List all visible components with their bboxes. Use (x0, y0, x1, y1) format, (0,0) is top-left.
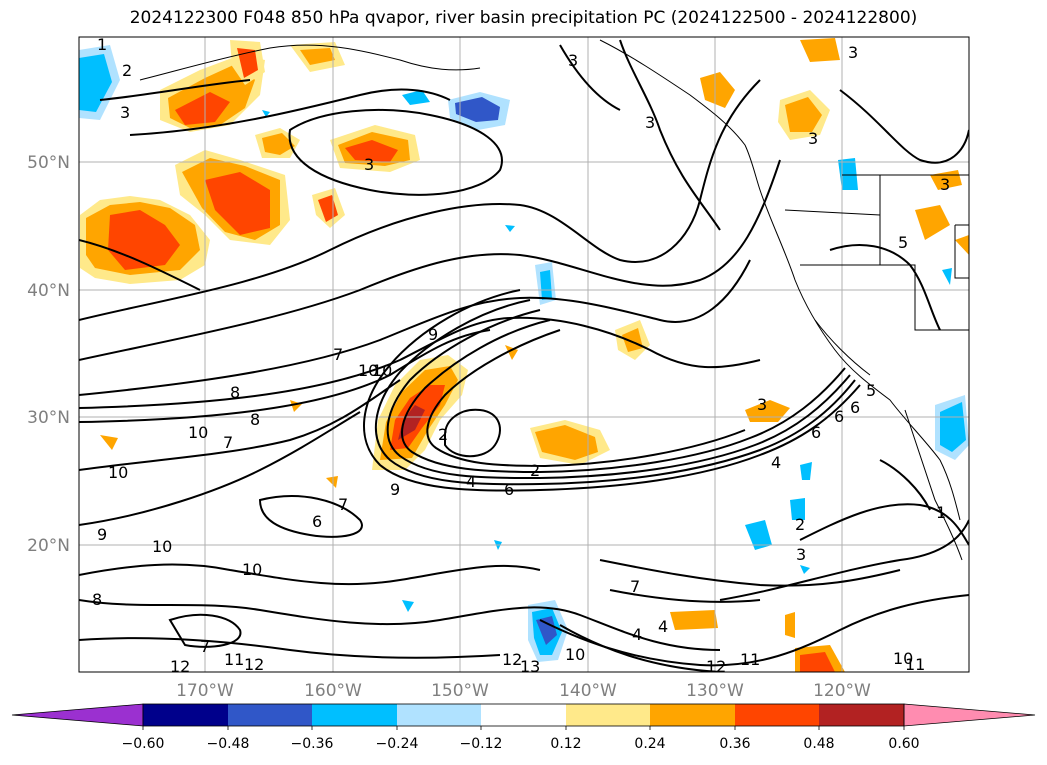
colorbar-extend-high (903, 703, 1036, 727)
contour-labels: 1 2 3 3 3 3 3 9 7 10 8 8 10 7 9 10 4 6 2… (92, 35, 950, 676)
contour-label: 3 (808, 129, 818, 148)
map-frame (78, 36, 970, 673)
colorbar-tick-label: −0.12 (460, 736, 503, 752)
contour-label: 12 (706, 657, 726, 676)
contour-label: 7 (333, 345, 343, 364)
latitude-labels: 50°N 40°N 30°N 20°N (27, 153, 70, 556)
contour-label: 2 (122, 61, 132, 80)
colorbar-segment (735, 704, 819, 726)
colorbar-tick-label: −0.48 (207, 736, 250, 752)
contour-label: 12 (170, 657, 190, 676)
contour-label: 6 (834, 407, 844, 426)
contour-label: 3 (568, 51, 578, 70)
colorbar-tick-label: 0.60 (888, 736, 919, 752)
lat-label: 20°N (27, 536, 70, 556)
map-area: 1 2 3 3 3 3 3 9 7 10 8 8 10 7 9 10 4 6 2… (79, 35, 969, 676)
contour-label: 3 (796, 545, 806, 564)
contour-label: 10 (565, 645, 585, 664)
contour-label: 12 (244, 655, 264, 674)
precip-positive-shading (80, 38, 969, 672)
contour-label: 10 (242, 560, 262, 579)
contour-label: 8 (92, 590, 102, 609)
precip-negative-shading (79, 45, 969, 662)
contour-label: 6 (850, 398, 860, 417)
contour-label: 2 (795, 515, 805, 534)
contour-label: 10 (358, 361, 378, 380)
contour-label: 3 (645, 113, 655, 132)
lon-label: 170°W (176, 681, 234, 701)
contour-label: 11 (224, 650, 244, 669)
colorbar-frame (142, 703, 905, 727)
contour-label: 1 (97, 35, 107, 54)
colorbar-segment (312, 704, 397, 726)
colorbar-segment (397, 704, 481, 726)
lon-label: 160°W (304, 681, 362, 701)
contour-label: 13 (520, 657, 540, 676)
contour-label: 3 (848, 43, 858, 62)
contour-label: 7 (630, 577, 640, 596)
longitude-labels: 170°W 160°W 150°W 140°W 130°W 120°W (176, 681, 871, 701)
qvapor-contours (79, 39, 969, 672)
contour-label: 8 (230, 383, 240, 402)
contour-label: 6 (504, 480, 514, 499)
colorbar-tick-label: −0.36 (291, 736, 334, 752)
contour-label: 7 (223, 433, 233, 452)
colorbar-tick-marks (142, 726, 905, 730)
lat-label: 50°N (27, 153, 70, 173)
colorbar: −0.60 −0.48 −0.36 −0.24 −0.12 0.12 0.24 … (11, 703, 1036, 752)
contour-label: 9 (428, 325, 438, 344)
colorbar-segment (228, 704, 312, 726)
contour-label: 10 (893, 649, 913, 668)
contour-label: 7 (200, 637, 210, 656)
contour-label: 5 (898, 233, 908, 252)
colorbar-tick-label: 0.36 (719, 736, 750, 752)
contour-label: 10 (372, 361, 392, 380)
contour-label: 4 (771, 453, 781, 472)
lat-label: 30°N (27, 408, 70, 428)
contour-label: 2 (438, 425, 448, 444)
colorbar-segment (819, 704, 904, 726)
lat-label: 40°N (27, 281, 70, 301)
contour-label: 6 (811, 423, 821, 442)
contour-label: 3 (757, 395, 767, 414)
contour-label: 2 (530, 461, 540, 480)
contour-label: 12 (502, 650, 522, 669)
colorbar-tick-label: 0.48 (803, 736, 834, 752)
contour-label: 10 (152, 537, 172, 556)
coastlines (139, 39, 969, 561)
contour-label: 5 (866, 381, 876, 400)
contour-label: 8 (250, 410, 260, 429)
contour-label: 11 (905, 655, 925, 674)
contour-label: 3 (120, 103, 130, 122)
colorbar-segment (566, 704, 650, 726)
contour-label: 3 (364, 155, 374, 174)
contour-label: 3 (940, 175, 950, 194)
contour-label: 9 (390, 480, 400, 499)
contour-label: 11 (740, 650, 760, 669)
contour-label: 7 (338, 495, 348, 514)
colorbar-tick-label: −0.24 (376, 736, 419, 752)
contour-label: 9 (97, 525, 107, 544)
lon-label: 150°W (431, 681, 489, 701)
colorbar-tick-label: −0.60 (122, 736, 165, 752)
contour-label: 4 (658, 617, 668, 636)
lon-label: 140°W (559, 681, 617, 701)
colorbar-extend-low (11, 703, 144, 727)
contour-label: 10 (108, 463, 128, 482)
colorbar-tick-label: 0.24 (634, 736, 665, 752)
colorbar-segment (481, 704, 566, 726)
colorbar-segment (143, 704, 228, 726)
lon-label: 120°W (813, 681, 871, 701)
contour-label: 6 (312, 512, 322, 531)
colorbar-tick-label: 0.12 (550, 736, 581, 752)
gridlines (79, 37, 969, 672)
contour-label: 10 (188, 423, 208, 442)
contour-label: 1 (936, 503, 946, 522)
contour-label: 4 (632, 625, 642, 644)
lon-label: 130°W (686, 681, 744, 701)
colorbar-segment (650, 704, 735, 726)
map-title: 2024122300 F048 850 hPa qvapor, river ba… (129, 8, 918, 28)
contour-label: 4 (466, 472, 476, 491)
